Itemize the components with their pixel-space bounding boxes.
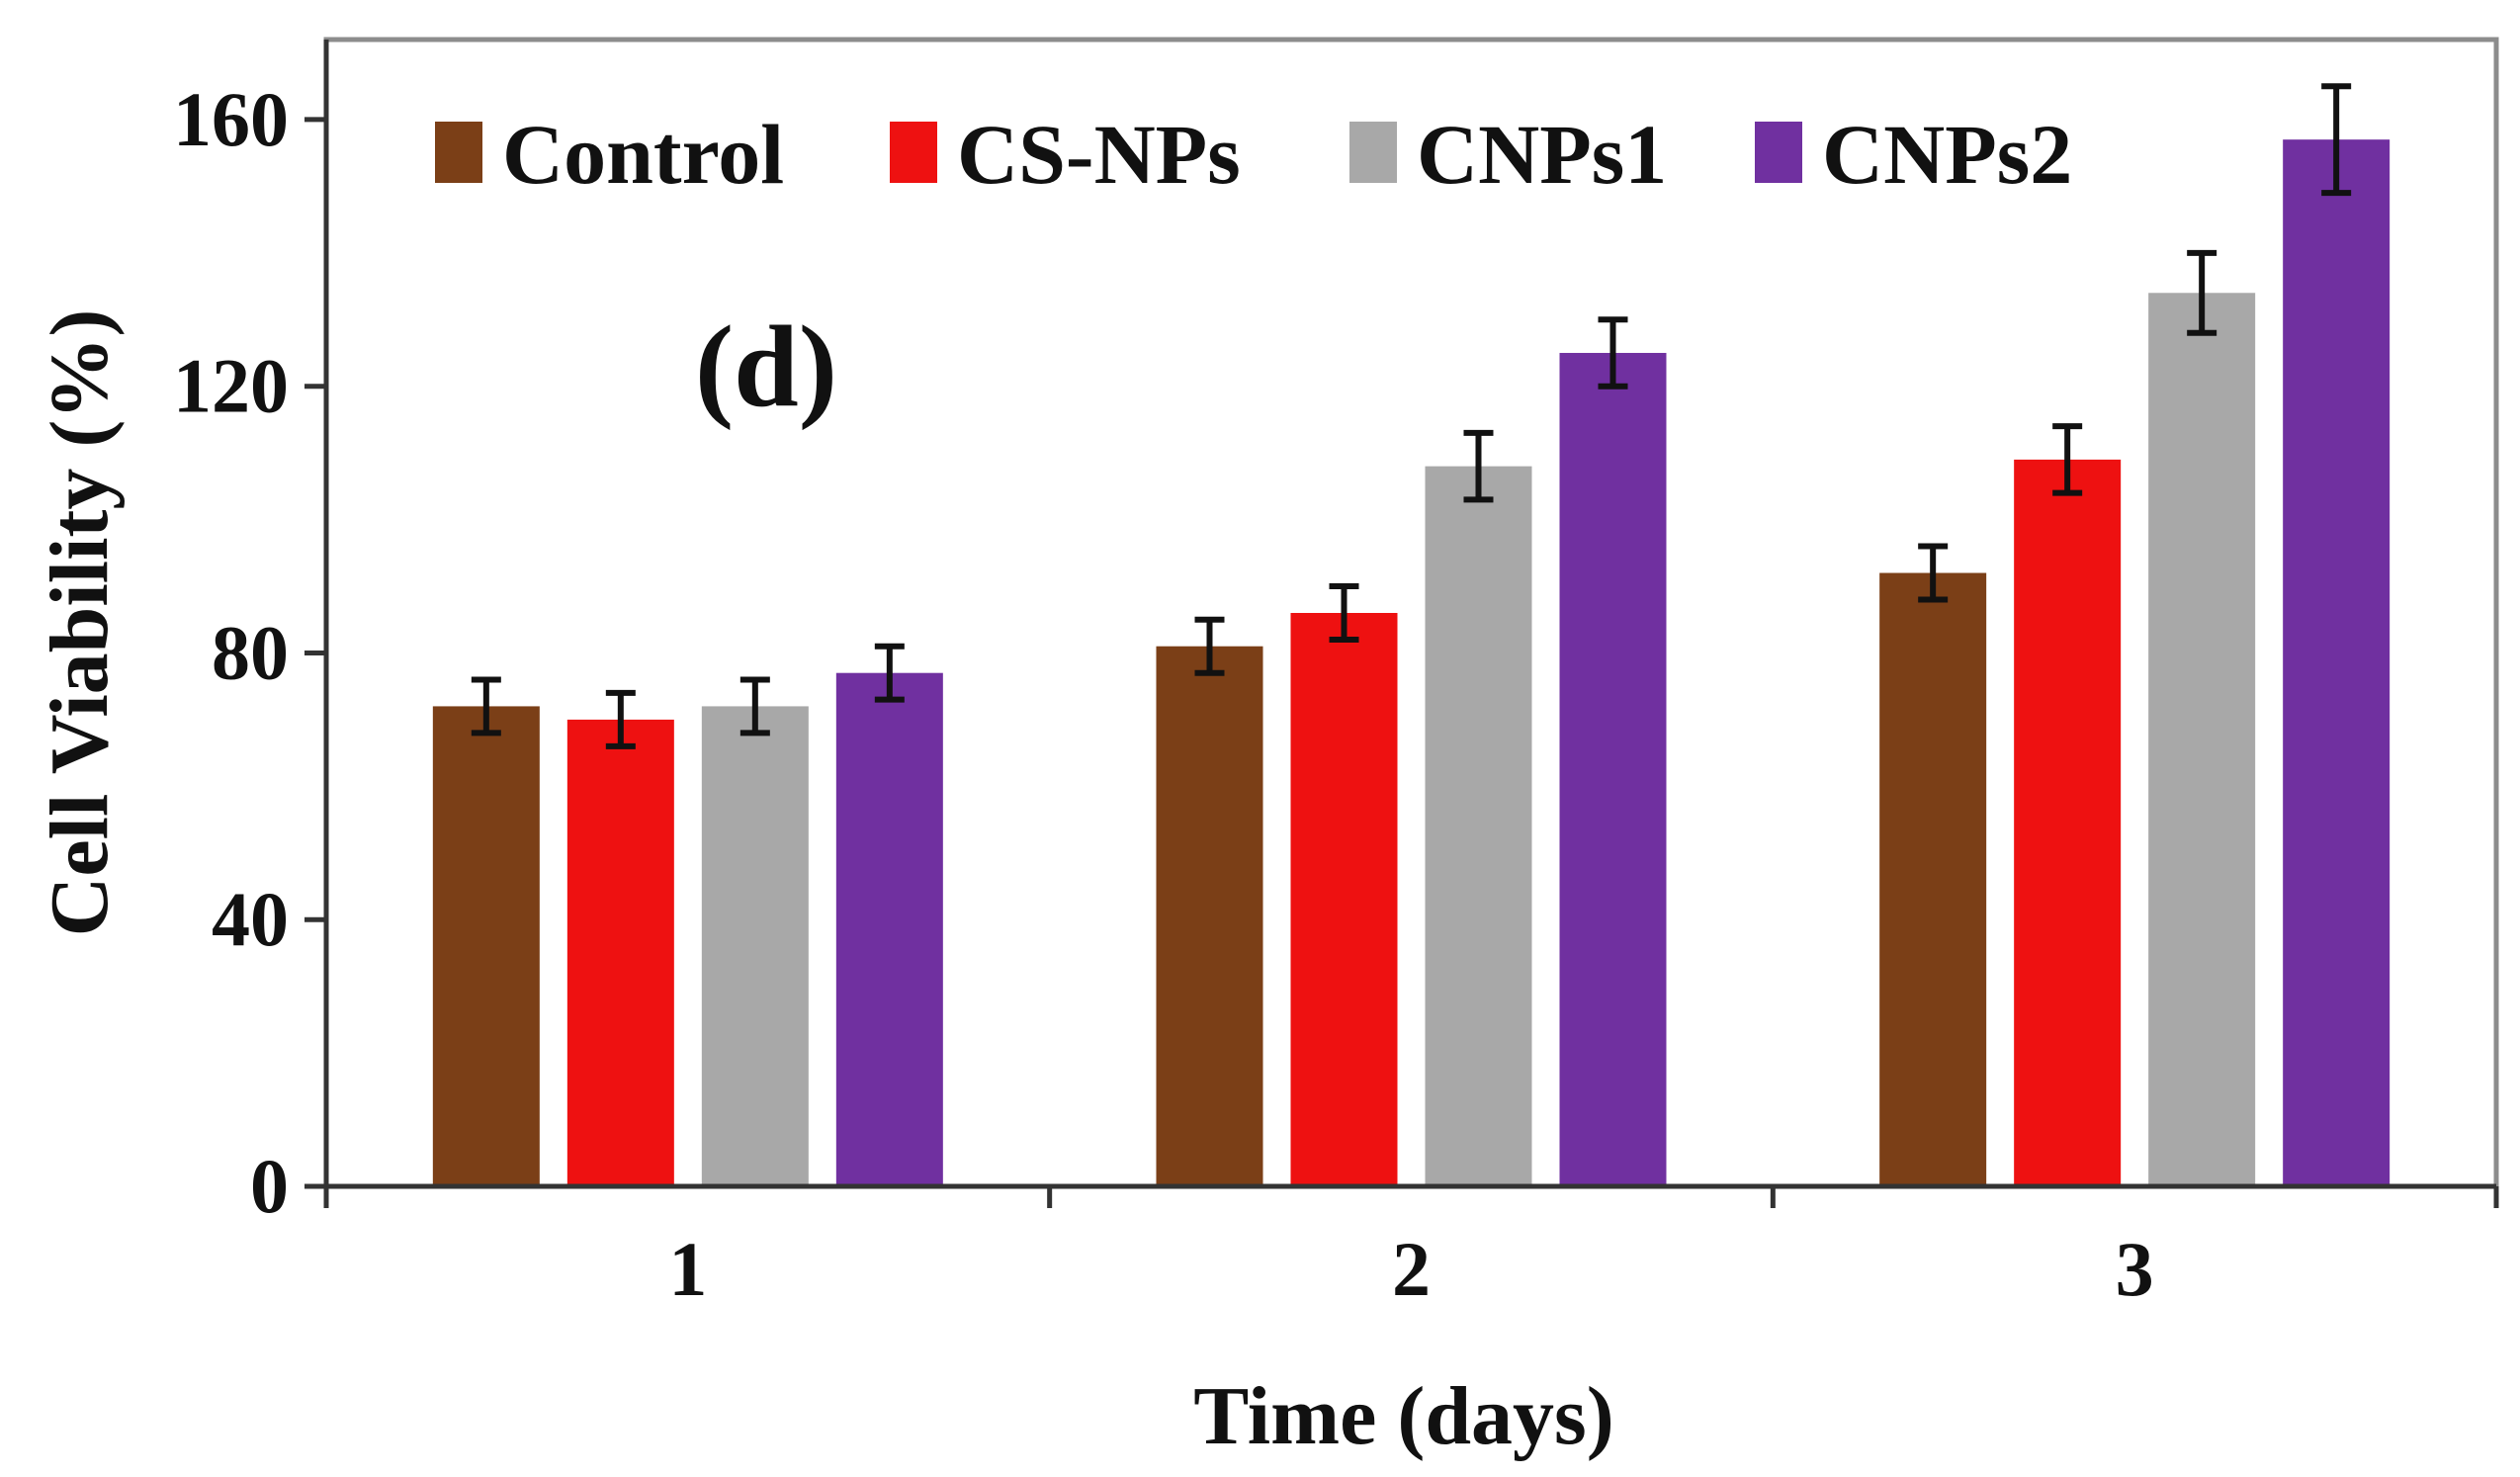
bar-cnps2-day-1 [835, 672, 943, 1186]
y-tick-label: 40 [212, 876, 289, 962]
y-tick-label: 0 [250, 1143, 289, 1229]
error-bar-cnps1-day-3 [2187, 249, 2217, 336]
x-axis: 1 2 3 [323, 1183, 2499, 1312]
legend-swatch [1755, 122, 1802, 183]
bar-cnps1-day-2 [1425, 466, 1532, 1186]
legend-swatch [890, 122, 937, 183]
x-tick-label: 1 [668, 1226, 707, 1312]
error-bar-cnps1-day-2 [1463, 429, 1494, 503]
bar-cnps2-day-2 [1559, 352, 1667, 1186]
legend-swatch [435, 122, 482, 183]
legend-item-control: Control [435, 107, 784, 202]
legend-label: CNPs2 [1822, 107, 2072, 202]
bars-layer [432, 139, 2390, 1187]
bar-cnps1-day-1 [701, 706, 809, 1186]
error-bar-cnps1-day-1 [739, 676, 770, 737]
y-tick-label: 80 [212, 609, 289, 695]
legend-item-cnps2: CNPs2 [1755, 107, 2072, 202]
y-tick-label: 120 [173, 343, 289, 429]
bar-cs-nps-day-2 [1290, 613, 1398, 1186]
legend: Control CS-NPs CNPs1 CNPs2 [435, 107, 2072, 202]
error-bar-cs-nps-day-2 [1329, 583, 1359, 643]
bar-control-day-3 [1879, 572, 1987, 1186]
error-bar-cs-nps-day-1 [605, 689, 636, 749]
bar-cs-nps-day-1 [566, 719, 674, 1186]
legend-item-cs-nps: CS-NPs [890, 107, 1241, 202]
error-bars-layer [471, 83, 2352, 749]
error-bar-cs-nps-day-3 [2052, 423, 2083, 496]
legend-swatch [1349, 122, 1397, 183]
x-axis-title: Time (days) [1193, 1370, 1613, 1462]
error-bar-cnps2-day-3 [2321, 83, 2352, 197]
bar-cnps2-day-3 [2283, 139, 2390, 1186]
legend-label: Control [502, 107, 784, 202]
legend-item-cnps1: CNPs1 [1349, 107, 1667, 202]
legend-label: CS-NPs [957, 107, 1241, 202]
error-bar-cnps2-day-1 [874, 643, 905, 703]
error-bar-control-day-1 [471, 676, 501, 737]
bar-cs-nps-day-3 [2014, 459, 2122, 1186]
bar-control-day-2 [1156, 646, 1263, 1186]
panel-label: (d) [695, 302, 837, 431]
y-axis-title: Cell Viability (%) [34, 309, 126, 937]
y-axis: 0 40 80 120 160 [173, 40, 329, 1229]
error-bar-cnps2-day-2 [1598, 316, 1628, 390]
x-tick-label: 3 [2116, 1226, 2154, 1312]
x-tick-label: 2 [1392, 1226, 1431, 1312]
bar-control-day-1 [432, 706, 540, 1186]
legend-label: CNPs1 [1417, 107, 1667, 202]
error-bar-control-day-2 [1194, 616, 1225, 676]
y-tick-label: 160 [173, 76, 289, 162]
error-bar-control-day-3 [1918, 543, 1949, 603]
bar-cnps1-day-3 [2148, 293, 2256, 1187]
